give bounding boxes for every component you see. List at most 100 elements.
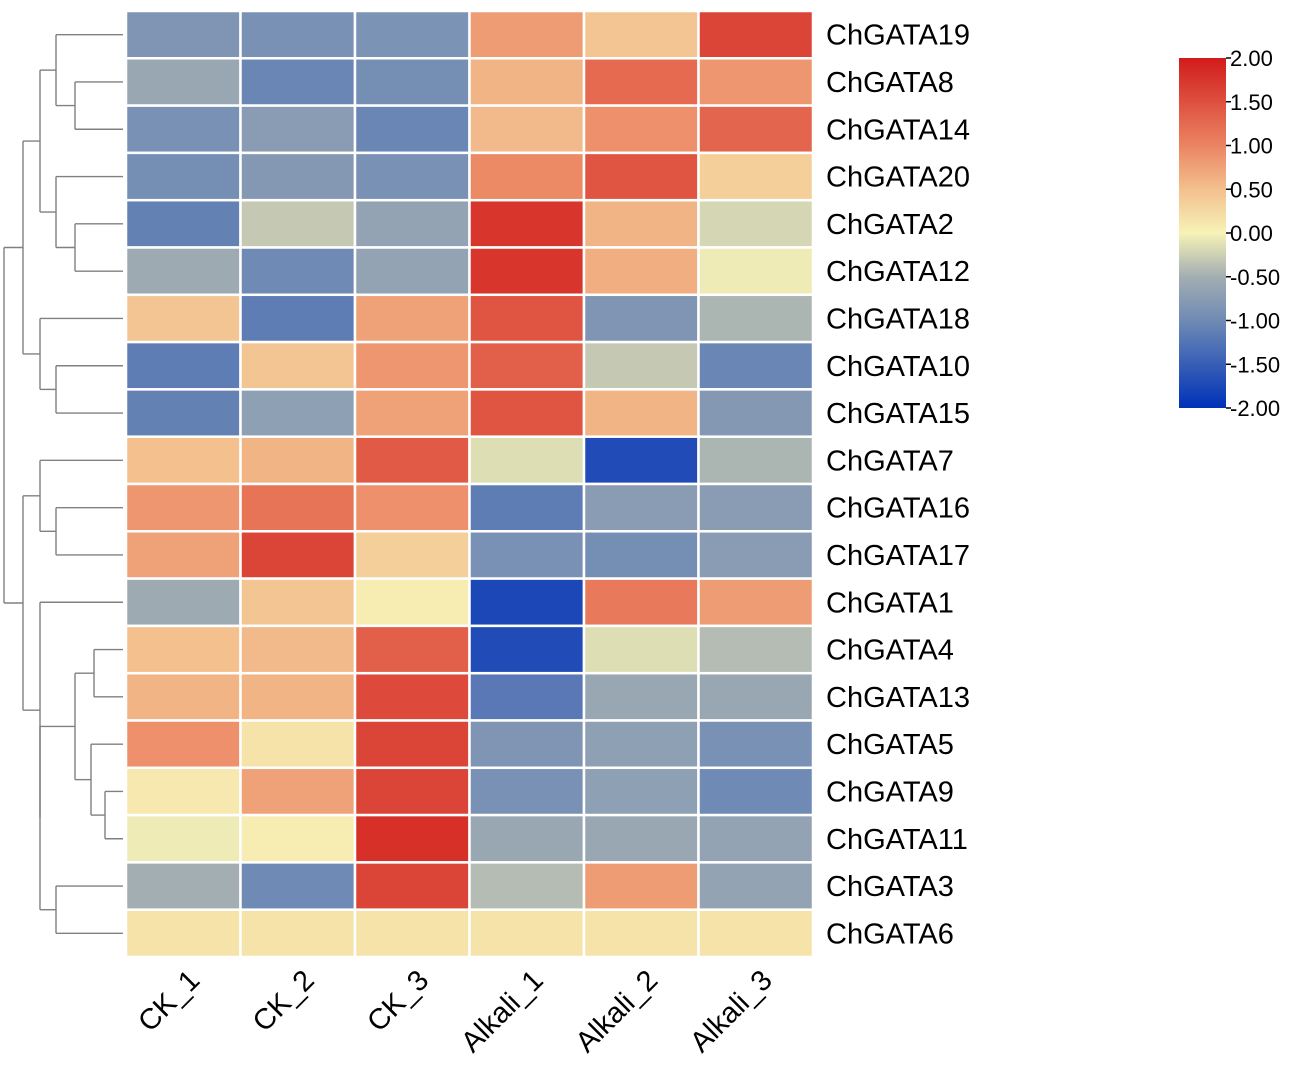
heatmap-cell [468,577,586,628]
heatmap-cell [697,719,815,770]
heatmap-cell [468,104,586,155]
heatmap-cell [353,246,471,297]
heatmap-cell [697,151,815,202]
heatmap-cell [697,861,815,911]
heatmap-cell [124,766,242,817]
row-dendrogram [3,33,123,935]
heatmap-cell [239,293,357,344]
heatmap-cell [353,340,471,391]
heatmap-cell [582,813,700,864]
heatmap-cell [239,671,357,722]
heatmap-cell [353,861,471,911]
heatmap-cell [468,766,586,817]
heatmap-cell [124,198,242,249]
legend-tick-label: -1.00 [1230,309,1280,334]
heatmap-cell [582,293,700,344]
column-label: CK_3 [361,964,435,1038]
column-label: CK_1 [132,964,206,1038]
heatmap-cell [124,482,242,533]
heatmap-cell [582,766,700,817]
heatmap-cell [239,766,357,817]
heatmap-cell [697,388,815,438]
heatmap-cell [582,482,700,533]
heatmap-cell [468,813,586,864]
heatmap-cell [124,908,242,959]
row-label: ChGATA8 [826,67,954,99]
heatmap-cell [468,340,586,391]
row-label: ChGATA20 [826,162,970,194]
heatmap-cell [582,671,700,722]
column-labels: CK_1 CK_2 CK_3 Alkali_1 Alkali_2 Alkali_3 [132,964,778,1058]
legend-tick-label: 0.50 [1230,177,1273,202]
row-label: ChGATA12 [826,256,970,288]
heatmap-cell [239,624,357,675]
heatmap-cell [353,577,471,628]
heatmap-cell [239,530,357,580]
heatmap-cell [582,198,700,249]
heatmap-cell [124,293,242,344]
legend-colorbar [1179,58,1226,408]
heatmap-cell [468,719,586,770]
heatmap-cell [239,482,357,533]
heatmap-cell [697,577,815,628]
heatmap-cell [353,388,471,438]
heatmap-cell [468,908,586,959]
legend-tick-label: -0.50 [1230,265,1280,290]
heatmap-cells [124,9,815,959]
heatmap-cell [353,293,471,344]
heatmap-cell [697,671,815,722]
heatmap-cell [353,671,471,722]
heatmap-cell [239,435,357,486]
column-label: Alkali_3 [684,964,778,1058]
legend-tick-label: -1.50 [1230,352,1280,377]
heatmap-cell [353,624,471,675]
heatmap-cell [697,624,815,675]
heatmap-cell [353,198,471,249]
heatmap-cell [239,577,357,628]
heatmap-cell [124,104,242,155]
heatmap-cell [468,198,586,249]
heatmap-cell [353,9,471,60]
legend-tick-label: 1.00 [1230,134,1273,159]
heatmap-cell [697,766,815,817]
row-label: ChGATA16 [826,493,970,525]
heatmap-cell [124,388,242,438]
heatmap-cell [582,530,700,580]
heatmap-cell [582,151,700,202]
heatmap-cell [239,908,357,959]
heatmap-cell [697,435,815,486]
row-label: ChGATA7 [826,445,954,477]
heatmap-cell [353,104,471,155]
column-label: Alkali_1 [455,964,549,1058]
heatmap-cell [239,104,357,155]
heatmap-cell [353,151,471,202]
heatmap-cell [697,104,815,155]
heatmap-cell [468,151,586,202]
heatmap-cell [124,246,242,297]
row-label: ChGATA6 [826,918,954,950]
heatmap-cell [353,57,471,107]
heatmap-cell [468,246,586,297]
row-label: ChGATA15 [826,398,970,430]
heatmap-cell [124,813,242,864]
heatmap-cell [239,861,357,911]
heatmap-cell [353,908,471,959]
column-label: CK_2 [247,964,321,1038]
row-label: ChGATA14 [826,114,970,146]
heatmap-cell [468,57,586,107]
heatmap-cell [239,9,357,60]
heatmap-cell [239,340,357,391]
heatmap-cell [124,577,242,628]
heatmap-cell [697,340,815,391]
heatmap-cell [353,813,471,864]
heatmap-cell [697,9,815,60]
row-label: ChGATA9 [826,776,954,808]
heatmap-cell [582,908,700,959]
heatmap-cell [582,9,700,60]
heatmap-cell [582,246,700,297]
heatmap-cell [124,624,242,675]
heatmap-cell [468,293,586,344]
heatmap-cell [239,719,357,770]
heatmap-cell [124,9,242,60]
